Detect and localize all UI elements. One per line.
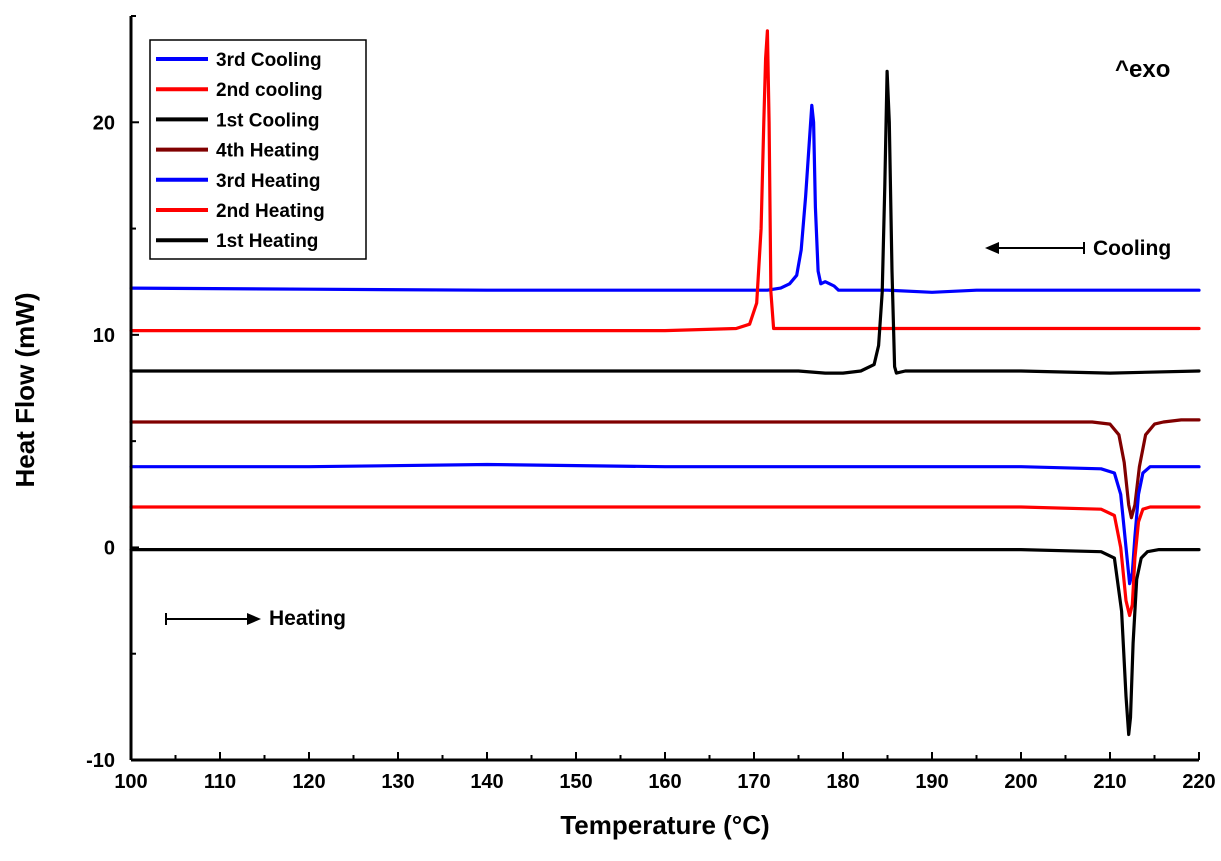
x-tick-label: 100 [114, 771, 147, 793]
legend-label: 3rd Heating [216, 171, 321, 192]
cooling-arrow-head [985, 242, 999, 254]
series-line-1st-heating [129, 548, 1201, 737]
legend-label: 4th Heating [216, 141, 319, 162]
y-axis-title: Heat Flow (mW) [10, 293, 40, 488]
exo-label: ^exo [1115, 56, 1170, 83]
y-ticks: -10 0 10 20 [86, 15, 139, 772]
x-tick-label: 150 [559, 771, 592, 793]
series-line-3rd-cooling [129, 103, 1201, 294]
x-tick-label: 220 [1182, 771, 1215, 793]
series-line-3rd-heating [129, 462, 1201, 586]
series-line-4th-heating [129, 418, 1201, 520]
cooling-label: Cooling [1093, 237, 1171, 260]
series-layer [129, 29, 1201, 737]
y-tick-label: 20 [93, 112, 115, 134]
x-tick-label: 140 [470, 771, 503, 793]
cooling-annotation: Cooling [985, 237, 1171, 260]
x-tick-label: 210 [1093, 771, 1126, 793]
series-line-2nd-heating [129, 505, 1201, 618]
x-axis-title: Temperature (°C) [560, 810, 769, 840]
x-tick-label: 130 [381, 771, 414, 793]
heating-label: Heating [269, 607, 346, 630]
legend-label: 1st Heating [216, 231, 318, 252]
x-tick-label: 190 [915, 771, 948, 793]
series-line-2nd-cooling [129, 29, 1201, 333]
x-tick-label: 180 [826, 771, 859, 793]
legend-label: 2nd Heating [216, 201, 325, 222]
x-tick-label: 200 [1004, 771, 1037, 793]
heating-arrow-head [247, 613, 261, 625]
y-tick-label: 0 [104, 537, 115, 559]
legend-label: 3rd Cooling [216, 50, 322, 71]
legend-label: 1st Cooling [216, 110, 319, 131]
legend-label: 2nd cooling [216, 80, 323, 101]
heating-annotation: Heating [165, 607, 346, 630]
x-tick-label: 160 [648, 771, 681, 793]
x-tick-label: 170 [737, 771, 770, 793]
y-tick-label: 10 [93, 325, 115, 347]
x-tick-label: 120 [292, 771, 325, 793]
x-tick-label: 110 [204, 771, 236, 793]
x-ticks: 100 110 120 130 140 150 160 170 180 190 200 210 220 [114, 752, 1216, 793]
series-line-1st-cooling [129, 69, 1201, 375]
y-tick-label: -10 [86, 750, 115, 772]
legend: 3rd Cooling 2nd cooling 1st Cooling 4th Hea… [149, 39, 367, 260]
